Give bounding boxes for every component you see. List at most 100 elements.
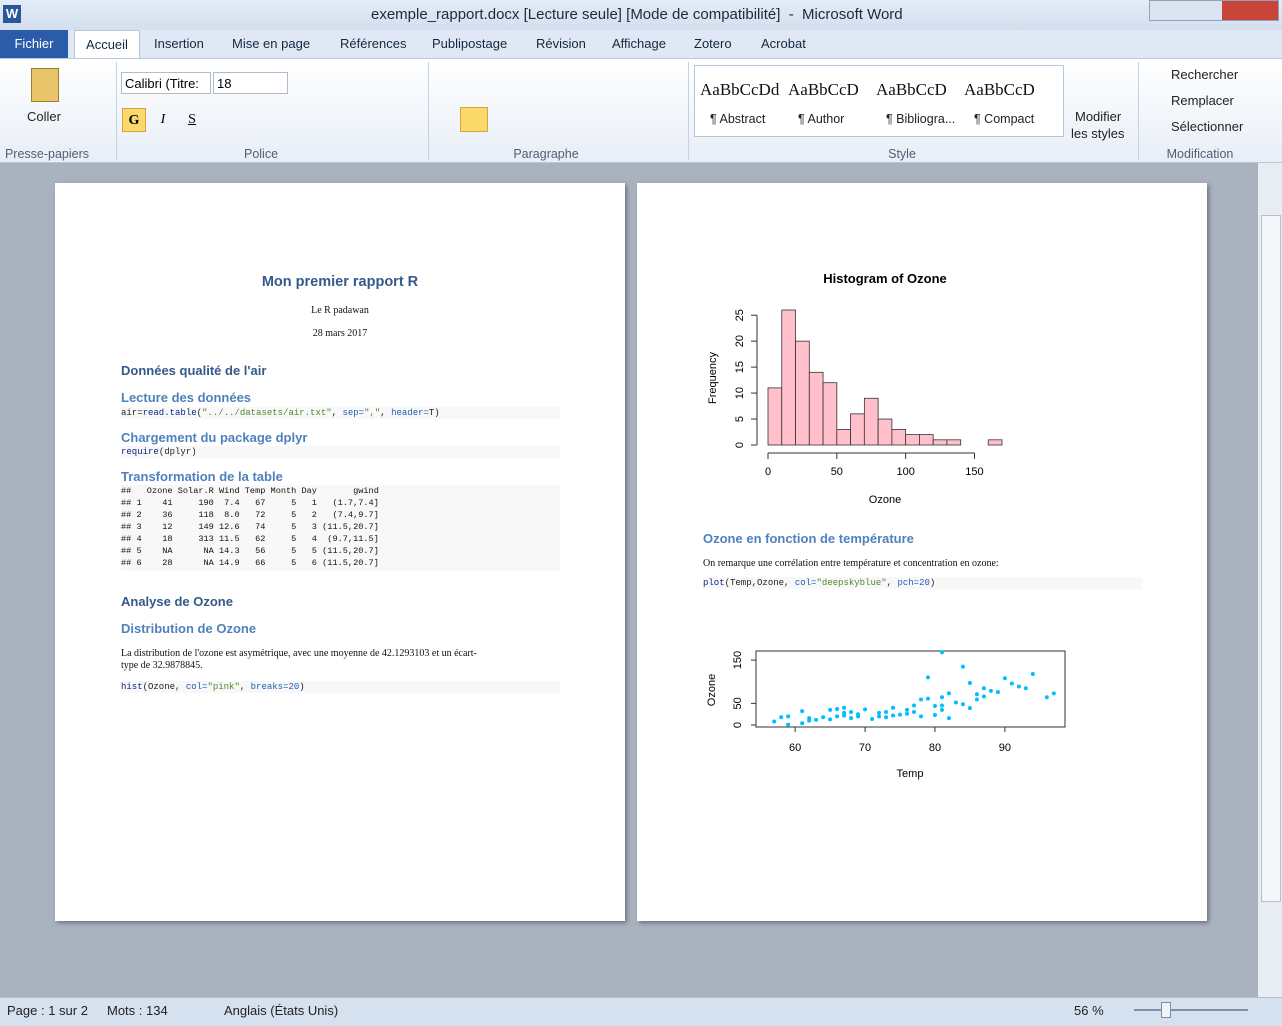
output-block xyxy=(121,485,560,571)
histogram-bar xyxy=(781,309,796,446)
code-token: (Temp,Ozone, xyxy=(724,578,795,588)
style-name: ¶ Abstract xyxy=(710,112,766,126)
scatter-point xyxy=(939,650,944,655)
paragraph-line: type de 32.9878845. xyxy=(121,660,203,671)
output-line: ## Ozone Solar.R Wind Temp Month Day gwi… xyxy=(121,486,379,496)
code-token: read.table xyxy=(142,408,197,418)
scatter-point xyxy=(891,705,896,710)
app-icon: W xyxy=(3,5,21,23)
status-zoom[interactable]: 56 % xyxy=(1074,1003,1104,1018)
group-separator xyxy=(1138,62,1139,160)
ribbon-tab[interactable]: Acrobat xyxy=(761,36,806,51)
ribbon-tab[interactable]: Références xyxy=(340,36,407,51)
scatter-point xyxy=(932,703,937,708)
underline-button[interactable]: S xyxy=(188,112,196,127)
code-token: require xyxy=(121,447,159,457)
style-gallery xyxy=(694,65,1064,137)
ribbon-group-label: Style xyxy=(888,147,916,161)
scatter-point xyxy=(884,715,889,720)
code-token: (dplyr) xyxy=(158,447,197,457)
plot-box xyxy=(755,650,1066,728)
paste-label[interactable]: Coller xyxy=(27,109,61,124)
doc-date: 28 mars 2017 xyxy=(312,328,368,339)
histogram-bar xyxy=(877,418,893,446)
scatter-point xyxy=(939,695,944,700)
y-tick-label: 25 xyxy=(734,309,746,321)
histogram-bar xyxy=(905,434,920,446)
ribbon-tab[interactable]: Affichage xyxy=(612,36,666,51)
scatter-point xyxy=(1051,691,1056,696)
scatter-point xyxy=(967,706,972,711)
heading-1: Analyse de Ozone xyxy=(121,594,233,609)
ribbon-tab[interactable]: Accueil xyxy=(74,30,140,58)
scatter-point xyxy=(905,711,910,716)
ribbon-tab[interactable]: Insertion xyxy=(154,36,204,51)
output-line: ## 1 41 190 7.4 67 5 1 (1.7,7.4] xyxy=(121,498,379,508)
editing-button[interactable]: Rechercher xyxy=(1171,67,1239,82)
editing-button[interactable]: Remplacer xyxy=(1171,93,1234,108)
heading-2: Chargement du package dplyr xyxy=(121,430,308,445)
scatter-point xyxy=(925,696,930,701)
scatter-point xyxy=(772,719,777,724)
histogram-bar xyxy=(850,413,865,446)
y-tick-label: 0 xyxy=(732,722,744,728)
heading-2: Lecture des données xyxy=(121,390,252,405)
ribbon-tab[interactable]: Publipostage xyxy=(432,36,508,51)
code-token: header= xyxy=(391,408,429,418)
style-sample[interactable]: AaBbCcDd xyxy=(700,80,780,99)
status-bar xyxy=(0,997,1282,1026)
output-line: ## 6 28 NA 14.9 66 5 6 (11.5,20.7] xyxy=(121,558,379,568)
ribbon-tab[interactable]: Révision xyxy=(536,36,586,51)
y-tick-label: 5 xyxy=(734,416,746,422)
code-token: breaks= xyxy=(250,682,289,692)
bold-button[interactable]: G xyxy=(122,108,146,132)
output-line: ## 3 12 149 12.6 74 5 3 (11.5,20.7] xyxy=(121,522,379,532)
style-sample[interactable]: AaBbCcD xyxy=(876,80,947,99)
scatter-point xyxy=(807,716,812,721)
scatter-point xyxy=(849,710,854,715)
y-tick-label: 150 xyxy=(732,651,744,669)
window-controls[interactable] xyxy=(1149,0,1279,21)
code-token: , xyxy=(239,682,251,692)
style-sample[interactable]: AaBbCcD xyxy=(788,80,859,99)
x-tick-label: 50 xyxy=(831,466,843,478)
scatter-point xyxy=(939,707,944,712)
scatter-point xyxy=(849,716,854,721)
style-name: ¶ Bibliogra... xyxy=(886,112,956,126)
scatter-point xyxy=(786,722,791,727)
zoom-thumb xyxy=(1161,1002,1171,1018)
italic-button[interactable]: I xyxy=(160,112,166,127)
font-size-box[interactable]: 18 xyxy=(213,72,288,94)
page xyxy=(637,183,1207,921)
histogram-bar xyxy=(891,429,907,446)
status-language[interactable]: Anglais (États Unis) xyxy=(224,1003,339,1018)
style-name: ¶ Compact xyxy=(974,112,1035,126)
output-line: ## 2 36 118 8.0 72 5 2 (7.4,9.7] xyxy=(121,510,379,520)
code-token: air= xyxy=(121,408,143,418)
x-tick-label: 70 xyxy=(859,742,871,754)
change-styles-label[interactable]: les styles xyxy=(1071,126,1125,141)
status-words: Mots : 134 xyxy=(107,1003,168,1018)
scatter-point xyxy=(946,716,951,721)
scatter-point xyxy=(932,713,937,718)
scatter-point xyxy=(842,705,847,710)
style-sample[interactable]: AaBbCcD xyxy=(964,80,1035,99)
histogram-bar xyxy=(808,371,824,446)
scatter-point xyxy=(898,712,903,717)
zoom-slider xyxy=(1134,1009,1248,1011)
scatter-point xyxy=(974,692,979,697)
ribbon-tab[interactable]: Fichier xyxy=(0,30,68,58)
scatter-point xyxy=(925,675,930,680)
editing-button[interactable]: Sélectionner xyxy=(1171,119,1244,134)
scroll-thumb[interactable] xyxy=(1261,215,1281,902)
change-styles-label[interactable]: Modifier xyxy=(1075,109,1122,124)
font-name-box[interactable]: Calibri (Titre: xyxy=(121,72,211,94)
heading-1: Données qualité de l'air xyxy=(121,363,267,378)
scatter-point xyxy=(884,710,889,715)
ribbon-group-label: Police xyxy=(243,147,279,161)
code-token: pch= xyxy=(897,578,920,588)
ribbon-tab[interactable]: Zotero xyxy=(694,36,732,51)
ribbon-tab[interactable]: Mise en page xyxy=(232,36,311,51)
